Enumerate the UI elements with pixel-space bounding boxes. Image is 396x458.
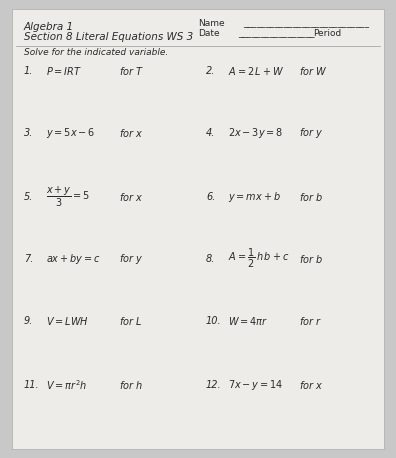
- Text: $A = \dfrac{1}{2}\,h\,b + c$: $A = \dfrac{1}{2}\,h\,b + c$: [228, 247, 289, 270]
- Text: Name: Name: [198, 19, 225, 28]
- Text: for $b$: for $b$: [299, 191, 323, 203]
- Text: 2.: 2.: [206, 66, 215, 76]
- Text: for $y$: for $y$: [299, 126, 324, 140]
- Text: for $x$: for $x$: [119, 127, 143, 139]
- Text: 7.: 7.: [24, 254, 33, 264]
- Text: Section 8 Literal Equations WS 3: Section 8 Literal Equations WS 3: [24, 32, 193, 42]
- Text: 3.: 3.: [24, 128, 33, 138]
- Text: for $y$: for $y$: [119, 252, 143, 266]
- Text: 5.: 5.: [24, 192, 33, 202]
- Text: $7x - y = 14$: $7x - y = 14$: [228, 378, 283, 392]
- Text: for $x$: for $x$: [299, 379, 324, 391]
- Text: 10.: 10.: [206, 316, 221, 326]
- Text: for $T$: for $T$: [119, 65, 144, 77]
- Text: 1.: 1.: [24, 66, 33, 76]
- Text: Algebra 1: Algebra 1: [24, 22, 74, 32]
- Text: Solve for the indicated variable.: Solve for the indicated variable.: [24, 48, 168, 57]
- Text: $y = 5x - 6$: $y = 5x - 6$: [46, 126, 95, 140]
- Text: $V = \pi r^2 h$: $V = \pi r^2 h$: [46, 378, 87, 392]
- Text: $\dfrac{x+y}{3} = 5$: $\dfrac{x+y}{3} = 5$: [46, 185, 90, 209]
- Text: ____________________________: ____________________________: [244, 19, 369, 28]
- Text: $y = mx + b$: $y = mx + b$: [228, 190, 281, 204]
- Text: for $x$: for $x$: [119, 191, 143, 203]
- Text: $P = IRT$: $P = IRT$: [46, 65, 82, 77]
- Text: $V = LWH$: $V = LWH$: [46, 315, 88, 327]
- Text: $ax + by = c$: $ax + by = c$: [46, 252, 101, 266]
- Text: 12.: 12.: [206, 380, 221, 390]
- Text: for $h$: for $h$: [119, 379, 143, 391]
- Text: 8.: 8.: [206, 254, 215, 264]
- Text: $W = 4\pi r$: $W = 4\pi r$: [228, 315, 268, 327]
- Text: for $W$: for $W$: [299, 65, 327, 77]
- Text: 11.: 11.: [24, 380, 39, 390]
- Text: $A = 2\,L + W$: $A = 2\,L + W$: [228, 65, 284, 77]
- Text: 4.: 4.: [206, 128, 215, 138]
- Text: $2x - 3y = 8$: $2x - 3y = 8$: [228, 126, 283, 140]
- Text: for $r$: for $r$: [299, 315, 322, 327]
- Text: 9.: 9.: [24, 316, 33, 326]
- Text: for $b$: for $b$: [299, 253, 323, 265]
- Text: Date: Date: [198, 29, 220, 38]
- Text: for $L$: for $L$: [119, 315, 142, 327]
- Text: Period: Period: [313, 29, 341, 38]
- Text: 6.: 6.: [206, 192, 215, 202]
- Text: _________________: _________________: [238, 29, 314, 38]
